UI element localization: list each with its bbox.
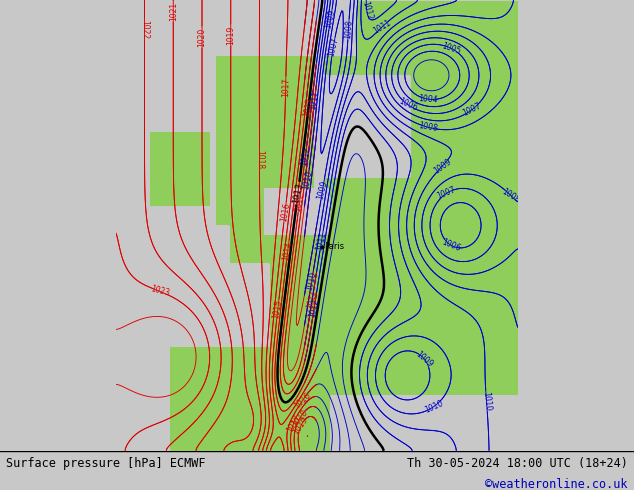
Text: 1011: 1011 (315, 230, 328, 251)
Text: Paris: Paris (325, 242, 344, 251)
Text: 1012: 1012 (299, 146, 312, 166)
Text: 1006: 1006 (398, 97, 419, 113)
Text: 1012: 1012 (360, 0, 373, 21)
Text: 1019: 1019 (292, 416, 310, 437)
Text: 1009: 1009 (432, 157, 453, 175)
Text: 1012: 1012 (307, 298, 321, 319)
Text: 1023: 1023 (150, 285, 171, 298)
Text: 1008: 1008 (501, 187, 522, 205)
Text: 1005: 1005 (441, 41, 462, 56)
Text: 1022: 1022 (140, 20, 149, 39)
Text: 1011: 1011 (306, 289, 319, 310)
Text: 1013: 1013 (302, 97, 314, 118)
Text: 1013: 1013 (292, 182, 304, 204)
Text: 1004: 1004 (418, 94, 439, 104)
Text: Surface pressure [hPa] ECMWF: Surface pressure [hPa] ECMWF (6, 457, 206, 470)
Text: 1017: 1017 (285, 413, 302, 434)
Text: 1010: 1010 (302, 170, 314, 190)
Text: 1017: 1017 (281, 77, 290, 97)
Text: 1011: 1011 (309, 90, 321, 111)
Text: 1011: 1011 (372, 18, 392, 36)
Text: 1019: 1019 (226, 25, 235, 45)
Text: 1018: 1018 (255, 150, 264, 169)
Text: 1020: 1020 (198, 27, 207, 47)
Text: 1016: 1016 (292, 391, 313, 411)
Text: 1014: 1014 (281, 241, 294, 261)
Text: 1012: 1012 (293, 192, 306, 213)
Text: 1008: 1008 (418, 122, 439, 133)
Text: 1015: 1015 (272, 299, 284, 320)
Text: 1018: 1018 (290, 408, 309, 428)
Text: 1009: 1009 (316, 179, 330, 200)
Text: Th 30-05-2024 18:00 UTC (18+24): Th 30-05-2024 18:00 UTC (18+24) (407, 457, 628, 470)
Text: 1007: 1007 (327, 37, 340, 58)
Text: ©weatheronline.co.uk: ©weatheronline.co.uk (485, 478, 628, 490)
Text: 1009: 1009 (324, 9, 337, 30)
Text: 1007: 1007 (462, 101, 482, 118)
Text: 1010: 1010 (305, 271, 318, 292)
Text: 1007: 1007 (436, 185, 457, 201)
Text: 1008: 1008 (343, 20, 354, 39)
Text: 1016: 1016 (279, 202, 291, 222)
Text: 1006: 1006 (440, 237, 462, 253)
Text: 1009: 1009 (414, 349, 435, 369)
Text: 1010: 1010 (423, 399, 444, 415)
Text: 1010: 1010 (481, 391, 492, 411)
Text: 1021: 1021 (169, 2, 178, 21)
